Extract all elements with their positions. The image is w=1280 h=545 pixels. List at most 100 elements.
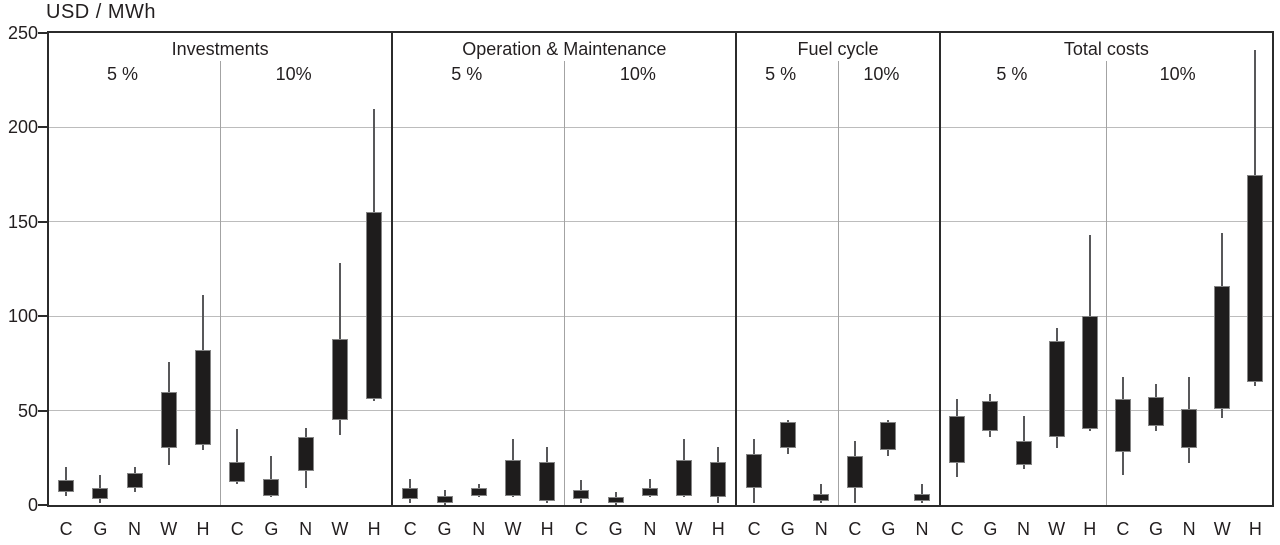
box bbox=[573, 489, 590, 500]
box bbox=[1114, 399, 1131, 453]
group-5pct: 5 % C G N bbox=[737, 33, 839, 539]
box bbox=[58, 480, 75, 492]
bar-g: G bbox=[1139, 33, 1172, 539]
x-tick-label: H bbox=[1248, 519, 1262, 539]
y-tick-mark-100 bbox=[38, 315, 49, 318]
box bbox=[1181, 408, 1198, 449]
x-tick-label: H bbox=[196, 519, 210, 539]
bar-w: W bbox=[1206, 33, 1239, 539]
x-tick-label: H bbox=[1083, 519, 1097, 539]
group-10pct: 10% C G N W H bbox=[1106, 33, 1272, 539]
bar-w: W bbox=[323, 33, 357, 539]
whisker bbox=[270, 455, 273, 498]
x-tick-label: N bbox=[814, 519, 828, 539]
y-tick-mark-0 bbox=[38, 504, 49, 506]
bar-w: W bbox=[667, 33, 701, 539]
y-tick-label-50: 50 bbox=[17, 400, 38, 421]
group-label: 10% bbox=[619, 64, 656, 84]
group-10pct: 10% C G N W H bbox=[220, 33, 391, 539]
box bbox=[160, 391, 177, 449]
x-tick-label: H bbox=[711, 519, 725, 539]
box bbox=[126, 472, 143, 489]
x-tick-label: W bbox=[1048, 519, 1066, 539]
bar-c: C bbox=[393, 33, 427, 539]
group-10pct: 10% C G N W H bbox=[564, 33, 735, 539]
x-tick-label: N bbox=[1182, 519, 1196, 539]
x-tick-label: N bbox=[643, 519, 657, 539]
panels-row: Investments 5 % C G N W H 10% C G N W H Operation & M… bbox=[49, 33, 1272, 539]
bar-h: H bbox=[701, 33, 735, 539]
group-divider bbox=[838, 61, 840, 505]
bar-c: C bbox=[220, 33, 254, 539]
x-tick-label: W bbox=[160, 519, 178, 539]
x-tick-label: W bbox=[1213, 519, 1231, 539]
box bbox=[607, 497, 624, 504]
bar-g: G bbox=[254, 33, 288, 539]
bar-n: N bbox=[805, 33, 839, 539]
bar-w: W bbox=[496, 33, 530, 539]
bar-h: H bbox=[1073, 33, 1106, 539]
group-divider bbox=[564, 61, 566, 505]
x-tick-label: C bbox=[403, 519, 417, 539]
bar-h: H bbox=[357, 33, 391, 539]
box bbox=[402, 488, 419, 500]
group-label: 10% bbox=[863, 64, 900, 84]
bar-c: C bbox=[564, 33, 598, 539]
box bbox=[194, 350, 211, 445]
box bbox=[710, 461, 727, 498]
bar-g: G bbox=[872, 33, 906, 539]
x-tick-label: H bbox=[367, 519, 381, 539]
box bbox=[1081, 316, 1098, 430]
group-5pct: 5 % C G N W H bbox=[393, 33, 564, 539]
box bbox=[746, 454, 763, 489]
box bbox=[1015, 440, 1032, 466]
gridline-150 bbox=[49, 221, 1272, 223]
x-tick-label: N bbox=[472, 519, 486, 539]
x-tick-label: C bbox=[848, 519, 862, 539]
box bbox=[263, 478, 280, 496]
x-tick-label: G bbox=[264, 519, 279, 539]
box bbox=[470, 488, 487, 496]
box bbox=[880, 421, 897, 451]
x-tick-label: W bbox=[675, 519, 693, 539]
y-tick-mark-250 bbox=[38, 32, 49, 34]
x-tick-label: C bbox=[59, 519, 73, 539]
bar-c: C bbox=[49, 33, 83, 539]
x-tick-label: G bbox=[437, 519, 452, 539]
x-tick-label: N bbox=[1017, 519, 1031, 539]
panel-fuel-cycle: Fuel cycle 5 % C G N 10% C G N bbox=[737, 33, 941, 539]
x-tick-label: H bbox=[540, 519, 554, 539]
x-tick-label: G bbox=[881, 519, 896, 539]
box bbox=[331, 338, 348, 421]
bar-c: C bbox=[1106, 33, 1139, 539]
group-label: 5 % bbox=[451, 64, 483, 84]
x-tick-label: C bbox=[574, 519, 588, 539]
bar-g: G bbox=[974, 33, 1007, 539]
box bbox=[813, 493, 830, 502]
y-tick-label-0: 0 bbox=[27, 495, 38, 515]
chart-title: USD / MWh bbox=[46, 1, 157, 23]
box bbox=[1148, 397, 1165, 426]
group-label: 10% bbox=[275, 64, 312, 84]
y-tick-mark-50 bbox=[38, 409, 49, 412]
x-tick-label: C bbox=[950, 519, 964, 539]
x-tick-label: N bbox=[915, 519, 929, 539]
box bbox=[641, 488, 658, 496]
bar-g: G bbox=[427, 33, 461, 539]
x-tick-label: C bbox=[1116, 519, 1130, 539]
bar-n: N bbox=[462, 33, 496, 539]
box bbox=[229, 461, 246, 483]
box bbox=[676, 459, 693, 496]
bar-h: H bbox=[530, 33, 564, 539]
group-label: 5 % bbox=[107, 64, 139, 84]
plot-area: 0 50 100 150 200 250 Investments 5 % C G N W H 10% C G N… bbox=[8, 23, 1274, 539]
box bbox=[92, 488, 109, 500]
bar-n: N bbox=[289, 33, 323, 539]
bar-w: W bbox=[1040, 33, 1073, 539]
x-tick-label: G bbox=[780, 519, 795, 539]
box bbox=[297, 437, 314, 472]
bar-g: G bbox=[771, 33, 805, 539]
x-tick-label: C bbox=[230, 519, 244, 539]
bar-n: N bbox=[117, 33, 151, 539]
